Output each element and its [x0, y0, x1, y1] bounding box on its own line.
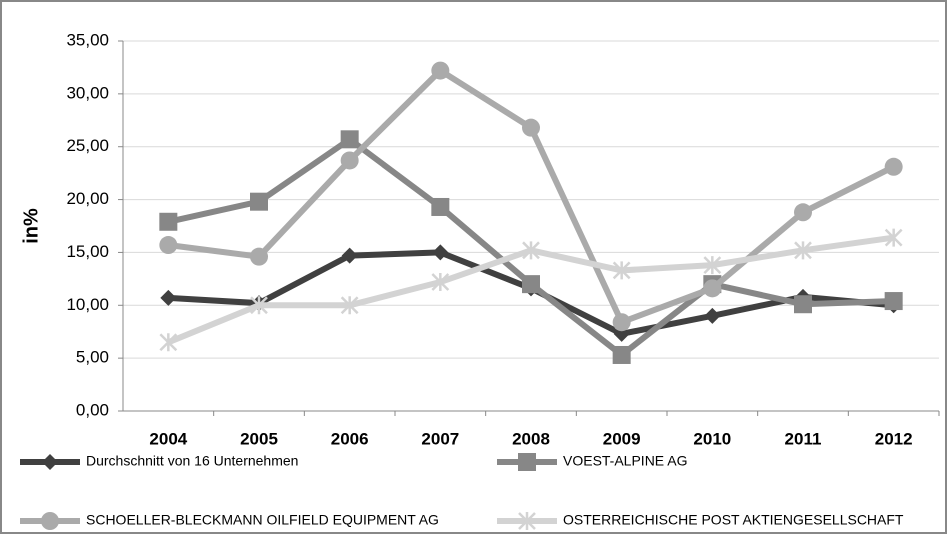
data-point	[159, 212, 178, 231]
data-point	[884, 292, 903, 311]
data-point	[703, 256, 722, 275]
y-tick-label: 35,00	[66, 30, 109, 49]
data-point	[159, 236, 178, 255]
legend-label: SCHOELLER-BLECKMANN OILFIELD EQUIPMENT A…	[86, 512, 439, 528]
data-point	[250, 247, 268, 266]
data-point	[522, 275, 540, 294]
data-point	[340, 296, 359, 315]
y-axis-label: in%	[20, 208, 42, 244]
legend-label: Durchschnitt von 16 Unternehmen	[86, 453, 298, 469]
data-point	[432, 244, 449, 261]
data-point	[159, 333, 178, 352]
y-tick-label: 0,00	[76, 400, 109, 419]
data-point	[884, 228, 903, 247]
data-point	[612, 261, 631, 280]
y-tick-label: 15,00	[66, 242, 109, 261]
data-point	[340, 130, 359, 149]
x-tick-label: 2012	[875, 429, 913, 448]
legend-label: VOEST-ALPINE AG	[563, 453, 688, 469]
y-tick-label: 20,00	[66, 189, 109, 208]
data-point	[431, 273, 450, 292]
x-tick-label: 2005	[240, 429, 278, 448]
y-tick-label: 5,00	[76, 348, 109, 367]
data-point	[341, 247, 358, 264]
data-point	[522, 241, 540, 260]
legend-marker	[41, 512, 59, 530]
legend-marker	[518, 453, 536, 471]
data-point	[704, 307, 721, 324]
legend-label: OSTERREICHISCHE POST AKTIENGESELLSCHAFT	[563, 512, 904, 528]
data-point	[794, 241, 812, 260]
data-point	[522, 118, 540, 137]
data-point	[884, 157, 903, 176]
x-tick-label: 2009	[603, 429, 641, 448]
x-tick-label: 2007	[421, 429, 459, 448]
legend-marker	[518, 512, 536, 530]
legend-marker	[42, 454, 58, 470]
x-tick-label: 2004	[149, 429, 187, 448]
data-point	[250, 192, 268, 211]
data-point	[612, 313, 631, 332]
data-point	[250, 296, 268, 315]
data-point	[612, 345, 631, 364]
data-point	[431, 61, 450, 80]
data-point	[703, 279, 722, 298]
y-tick-label: 25,00	[66, 136, 109, 155]
data-point	[794, 295, 812, 314]
data-point	[431, 197, 450, 216]
data-point	[160, 289, 177, 306]
y-tick-label: 30,00	[66, 83, 109, 102]
x-tick-label: 2008	[512, 429, 550, 448]
y-tick-label: 10,00	[66, 295, 109, 314]
data-point	[340, 151, 359, 170]
x-tick-label: 2010	[693, 429, 731, 448]
x-tick-label: 2011	[785, 429, 822, 448]
data-point	[794, 203, 812, 222]
x-tick-label: 2006	[331, 429, 369, 448]
